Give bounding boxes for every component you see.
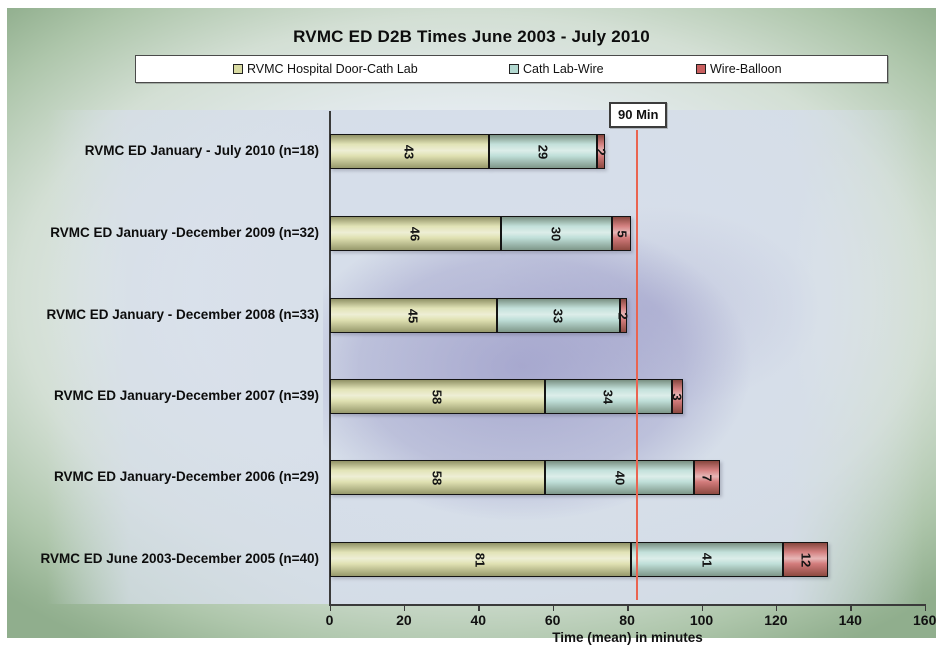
x-axis-tick [701,605,703,611]
segment-value-label: 46 [407,226,423,241]
segment-value-label: 2 [615,311,631,320]
category-axis-line [329,111,331,604]
segment-value-label: 5 [614,229,630,238]
x-axis-tick [775,605,778,611]
bar-segment-wire-balloon: 3 [669,379,685,414]
chart-title: RVMC ED D2B Times June 2003 - July 2010 [293,27,650,46]
segment-value-label: 58 [429,470,445,485]
bar-segment-wire-balloon: 2 [616,298,631,333]
segment-value-label: 34 [600,389,616,404]
category-label: RVMC ED June 2003-December 2005 (n=40) [40,550,319,566]
segment-value-label: 12 [798,552,814,567]
x-axis-tick [403,605,406,611]
legend-item-cathlab-wire: Cath Lab-Wire [509,56,604,82]
bar-segment-cath-lab-wire: 29 [489,134,598,169]
segment-value-label: 30 [548,226,564,241]
bar-segment-rvmc-hospital-door-cath-lab: 43 [329,134,490,169]
chart-frame: RVMC ED D2B Times June 2003 - July 2010 … [7,8,936,645]
bar-segment-rvmc-hospital-door-cath-lab: 58 [329,379,546,414]
x-tick-label: 120 [764,612,788,628]
bar-segment-rvmc-hospital-door-cath-lab: 45 [329,298,497,333]
x-tick-label: 0 [325,612,334,628]
x-tick-label: 80 [619,612,635,628]
legend-item-wire-balloon: Wire-Balloon [696,56,782,82]
bar-segment-cath-lab-wire: 34 [545,379,672,414]
x-axis-tick [627,605,629,611]
x-axis-tick [850,605,852,611]
bar-segment-rvmc-hospital-door-cath-lab: 81 [329,542,631,577]
category-label: RVMC ED January -December 2009 (n=32) [50,224,319,240]
category-label: RVMC ED January-December 2006 (n=29) [54,468,319,484]
legend-label: Wire-Balloon [710,62,782,76]
bar-segment-cath-lab-wire: 33 [496,298,620,333]
segment-value-label: 58 [429,389,445,404]
segment-value-label: 81 [472,552,488,567]
ninety-min-annotation: 90 Min [609,102,668,128]
ninety-min-reference-line [636,130,638,600]
x-axis-title: Time (mean) in minutes [552,630,703,645]
bar-segment-cath-lab-wire: 40 [545,460,695,495]
category-label: RVMC ED January-December 2007 (n=39) [54,387,319,403]
bar-segment-cath-lab-wire: 30 [500,216,613,251]
x-axis-tick [478,605,480,611]
bar-segment-wire-balloon: 2 [594,134,609,169]
bar-segment-rvmc-hospital-door-cath-lab: 58 [329,460,546,495]
legend-label: RVMC Hospital Door-Cath Lab [247,62,418,76]
x-tick-label: 40 [470,612,487,628]
segment-value-label: 41 [699,552,715,567]
plot-area-background [323,110,923,604]
segment-value-label: 43 [401,144,417,159]
segment-value-label: 29 [535,144,551,159]
x-tick-label: 100 [689,612,714,628]
segment-value-label: 33 [550,308,566,323]
x-tick-label: 140 [838,612,862,628]
x-axis-tick [924,605,927,611]
category-label-strip [47,110,323,604]
segment-value-label: 45 [405,308,421,323]
bar-segment-rvmc-hospital-door-cath-lab: 46 [329,216,501,251]
x-axis-tick [552,605,555,611]
legend: RVMC Hospital Door-Cath Lab Cath Lab-Wir… [135,55,888,83]
category-label: RVMC ED January - July 2010 (n=18) [84,142,319,158]
value-axis-line [329,604,926,606]
bar-segment-wire-balloon: 12 [783,542,828,577]
x-tick-label: 60 [544,612,561,628]
legend-swatch-wire-balloon-icon [696,64,706,74]
legend-swatch-door-cathlab-icon [233,64,243,74]
x-tick-label: 20 [396,612,412,628]
legend-label: Cath Lab-Wire [523,62,604,76]
segment-value-label: 2 [593,147,609,156]
legend-item-door-cathlab: RVMC Hospital Door-Cath Lab [233,56,418,82]
x-tick-label: 160 [913,612,937,628]
category-label: RVMC ED January - December 2008 (n=33) [46,306,320,322]
segment-value-label: 40 [612,470,628,485]
bar-segment-wire-balloon: 5 [612,216,631,251]
bar-segment-wire-balloon: 7 [694,460,721,495]
bar-segment-cath-lab-wire: 41 [630,542,784,577]
segment-value-label: 7 [699,473,715,482]
segment-value-label: 3 [669,392,685,401]
x-axis-tick [329,605,331,611]
legend-swatch-cathlab-wire-icon [509,64,519,74]
